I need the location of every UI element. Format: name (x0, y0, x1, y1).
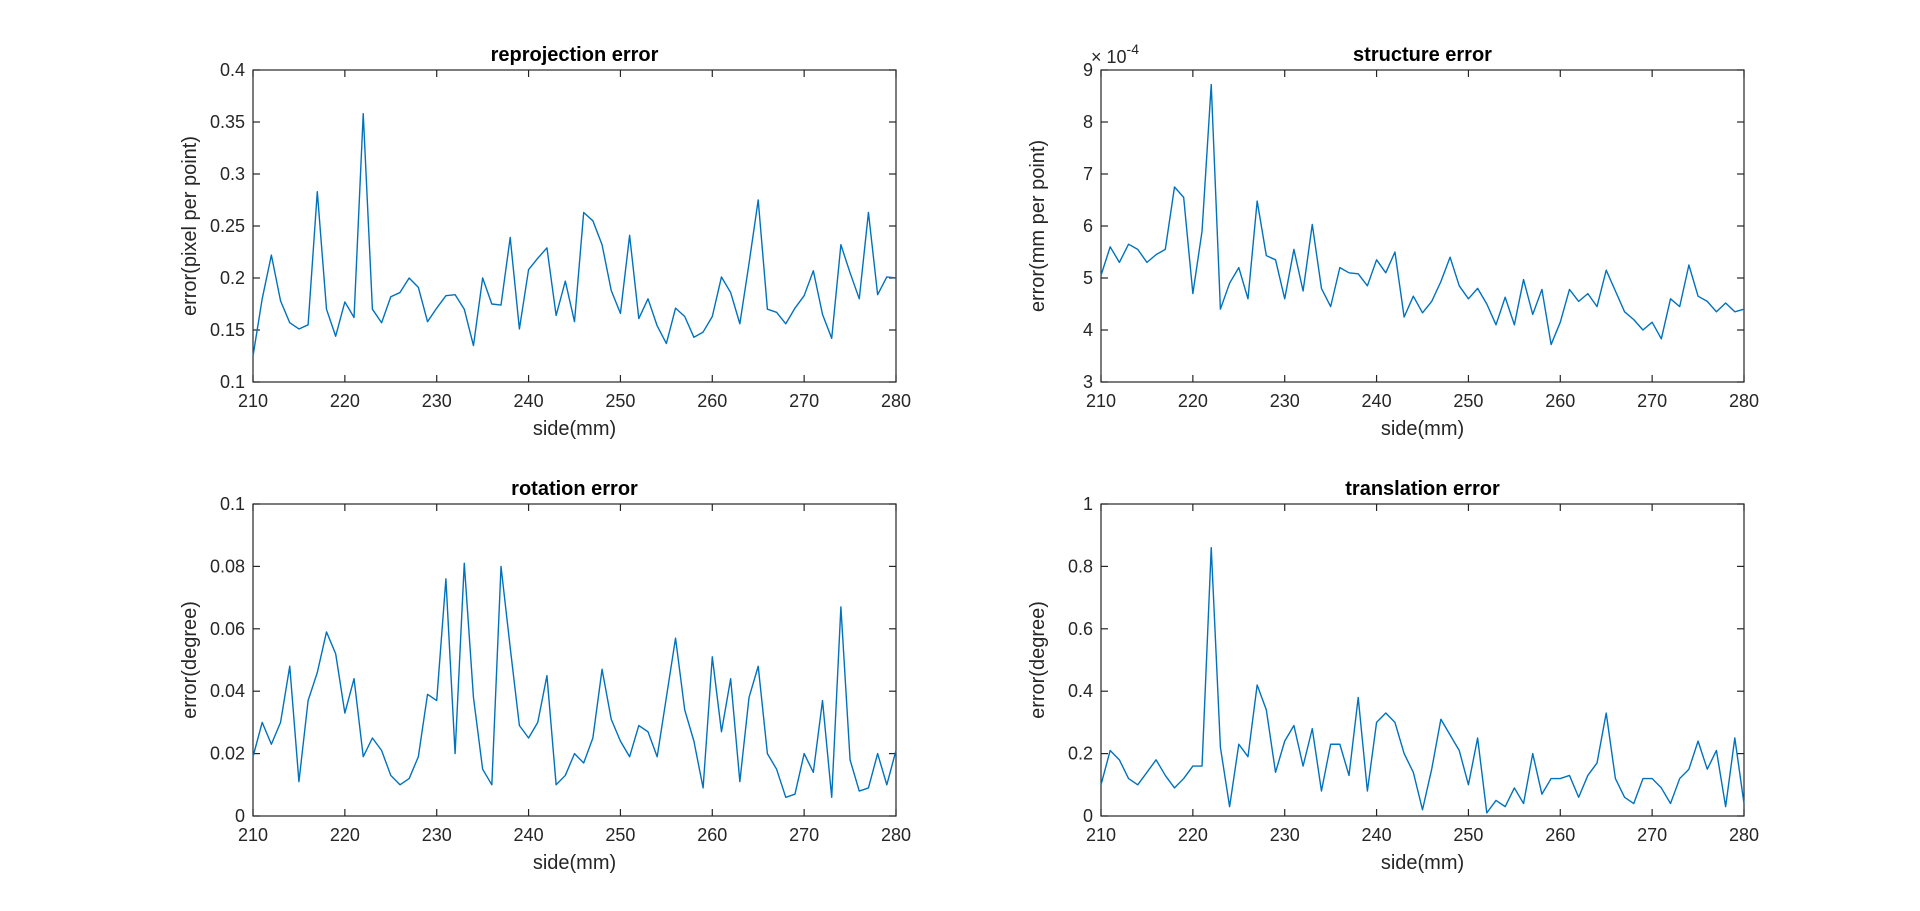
translation-error-ytick-label: 0 (1083, 806, 1093, 826)
reprojection-error-chart: 210 220 230 240 250 260 270 280 0.1 0.15 0.2 0.25 0.… (179, 44, 911, 440)
reprojection-error-xtick-label: 260 (697, 391, 727, 411)
rotation-error-title: rotation error (511, 478, 638, 500)
rotation-error-xtick-label: 280 (881, 825, 911, 845)
reprojection-error-xtick-label: 240 (514, 391, 544, 411)
translation-error-xtick-label: 270 (1637, 825, 1667, 845)
reprojection-error-ylabel: error(pixel per point) (179, 136, 201, 316)
rotation-error-chart: 210 220 230 240 250 260 270 280 0 0.02 0.04 0.06 0.0… (179, 478, 911, 874)
reprojection-error-xtick-label: 220 (330, 391, 360, 411)
structure-error-ytick-label: 4 (1083, 320, 1093, 340)
structure-error-xtick-label: 260 (1545, 391, 1575, 411)
translation-error-xtick-label: 240 (1362, 825, 1392, 845)
translation-error-xtick-label: 280 (1729, 825, 1759, 845)
reprojection-error-ytick-label: 0.2 (220, 268, 245, 288)
rotation-error-ytick-label: 0.1 (220, 494, 245, 514)
rotation-error-xlabel: side(mm) (533, 852, 616, 874)
translation-error-series-line (1100, 546, 1745, 814)
reprojection-error-series-line (252, 112, 897, 357)
rotation-error-ytick-label: 0.08 (210, 556, 245, 576)
structure-error-ytick-label: 8 (1083, 112, 1093, 132)
translation-error-ytick-label: 0.6 (1068, 619, 1093, 639)
translation-error-chart: 210 220 230 240 250 260 270 280 0 0.2 0.4 0.6 0.8 1 tr… (1027, 478, 1759, 874)
rotation-error-plot-area (252, 503, 897, 817)
structure-error-title: structure error (1353, 44, 1492, 66)
structure-error-ytick-label: 6 (1083, 216, 1093, 236)
reprojection-error-ytick-label: 0.15 (210, 320, 245, 340)
reprojection-error-ytick-label: 0.35 (210, 112, 245, 132)
structure-error-xtick-label: 250 (1453, 391, 1483, 411)
translation-error-ylabel: error(degree) (1027, 601, 1049, 719)
reprojection-error-xtick-label: 280 (881, 391, 911, 411)
structure-error-ytick-label: 9 (1083, 60, 1093, 80)
translation-error-xtick-label: 230 (1270, 825, 1300, 845)
reprojection-error-ytick-label: 0.4 (220, 60, 245, 80)
reprojection-error-xtick-label: 270 (789, 391, 819, 411)
structure-error-xtick-label: 230 (1270, 391, 1300, 411)
structure-error-axis-exponent: × 10-4 (1091, 41, 1139, 67)
structure-error-xtick-label: 270 (1637, 391, 1667, 411)
rotation-error-ytick-label: 0.06 (210, 619, 245, 639)
translation-error-xtick-label: 260 (1545, 825, 1575, 845)
translation-error-xlabel: side(mm) (1381, 852, 1464, 874)
structure-error-ytick-label: 5 (1083, 268, 1093, 288)
translation-error-xtick-label: 220 (1178, 825, 1208, 845)
translation-error-ytick-label: 0.8 (1068, 556, 1093, 576)
rotation-error-ytick-label: 0 (235, 806, 245, 826)
reprojection-error-xtick-label: 250 (605, 391, 635, 411)
rotation-error-xtick-label: 260 (697, 825, 727, 845)
rotation-error-series-line (252, 562, 897, 798)
rotation-error-ytick-label: 0.02 (210, 744, 245, 764)
structure-error-ytick-label: 7 (1083, 164, 1093, 184)
structure-error-ytick-label: 3 (1083, 372, 1093, 392)
structure-error-series-line (1100, 83, 1745, 346)
rotation-error-xtick-label: 250 (605, 825, 635, 845)
reprojection-error-ytick-label: 0.3 (220, 164, 245, 184)
rotation-error-xtick-label: 270 (789, 825, 819, 845)
translation-error-ytick-label: 1 (1083, 494, 1093, 514)
structure-error-xlabel: side(mm) (1381, 418, 1464, 440)
translation-error-ytick-label: 0.2 (1068, 744, 1093, 764)
rotation-error-ytick-label: 0.04 (210, 681, 245, 701)
reprojection-error-plot-area (252, 69, 897, 383)
translation-error-title: translation error (1345, 478, 1500, 500)
structure-error-plot-area (1100, 69, 1745, 383)
structure-error-chart: 210 220 230 240 250 260 270 280 3 4 5 6 7 8 9 structure… (1027, 41, 1759, 440)
structure-error-xtick-label: 210 (1086, 391, 1116, 411)
reprojection-error-xtick-label: 210 (238, 391, 268, 411)
reprojection-error-xlabel: side(mm) (533, 418, 616, 440)
translation-error-xtick-label: 210 (1086, 825, 1116, 845)
reprojection-error-ytick-label: 0.1 (220, 372, 245, 392)
structure-error-xtick-label: 280 (1729, 391, 1759, 411)
translation-error-plot-area (1100, 503, 1745, 817)
rotation-error-xtick-label: 220 (330, 825, 360, 845)
rotation-error-xtick-label: 230 (422, 825, 452, 845)
rotation-error-ylabel: error(degree) (179, 601, 201, 719)
structure-error-ylabel: error(mm per point) (1027, 140, 1049, 312)
rotation-error-xtick-label: 210 (238, 825, 268, 845)
reprojection-error-title: reprojection error (491, 44, 659, 66)
rotation-error-xtick-label: 240 (514, 825, 544, 845)
structure-error-exponent-base: × 10 (1091, 47, 1127, 67)
translation-error-xtick-label: 250 (1453, 825, 1483, 845)
reprojection-error-xtick-label: 230 (422, 391, 452, 411)
structure-error-exponent-power: -4 (1127, 41, 1140, 57)
reprojection-error-ytick-label: 0.25 (210, 216, 245, 236)
structure-error-xtick-label: 240 (1362, 391, 1392, 411)
structure-error-xtick-label: 220 (1178, 391, 1208, 411)
translation-error-ytick-label: 0.4 (1068, 681, 1093, 701)
